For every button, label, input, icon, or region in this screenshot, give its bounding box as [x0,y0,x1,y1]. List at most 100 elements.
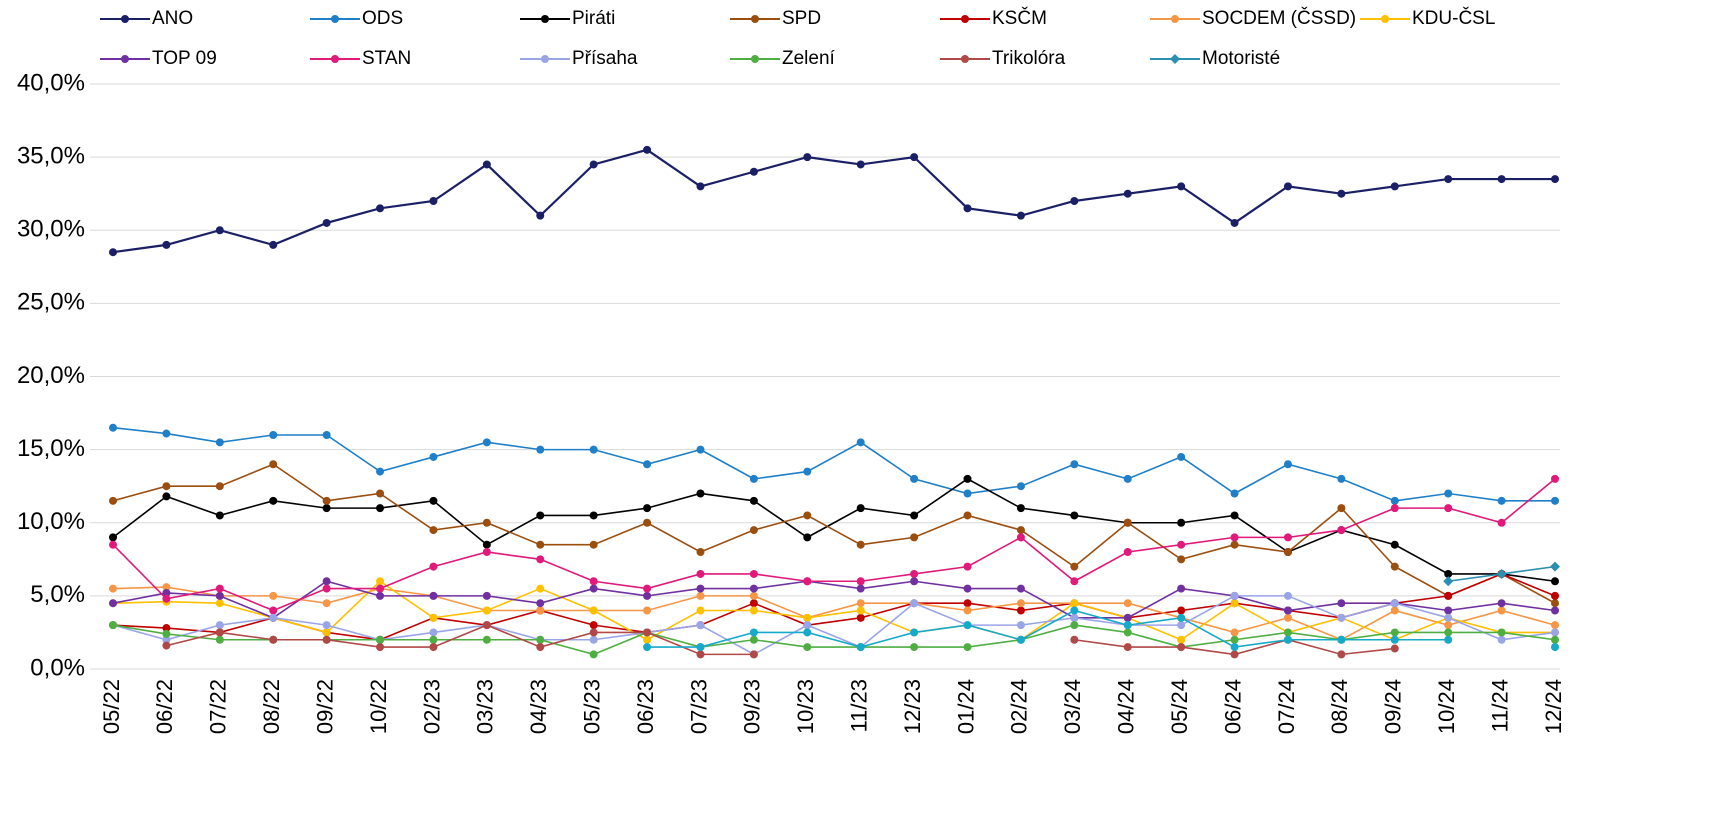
x-tick-label: 03/23 [473,679,498,734]
point [696,182,705,191]
point [269,460,278,469]
point [162,624,171,633]
series-line [112,624,1556,656]
series-line [112,463,1556,604]
point [1444,613,1453,622]
legend-marker [121,55,129,63]
point [1390,599,1399,608]
point [589,635,598,644]
point [803,621,812,630]
x-tick-label: 11/23 [847,679,872,732]
point [1551,643,1559,652]
point [1230,591,1239,600]
point [643,460,652,469]
point [910,569,919,578]
point [1016,504,1025,513]
point [1070,613,1079,622]
point [429,452,438,461]
point [1337,613,1346,622]
point [1497,628,1506,637]
point [215,621,224,630]
point [1016,635,1025,644]
point [109,584,117,593]
point [856,643,865,652]
series-line [112,478,1556,612]
legend-marker [121,15,129,23]
point [1444,569,1453,578]
point [269,431,278,439]
point [376,577,385,586]
legend-label: SPD [782,8,821,29]
point [1230,218,1239,227]
x-tick-label: 03/24 [1060,679,1085,734]
x-tick-label: 06/24 [1220,679,1245,734]
point [162,635,171,644]
legend-label: Piráti [572,8,615,29]
x-tick-label: 09/23 [740,679,765,734]
point [1016,482,1025,491]
point [910,511,919,520]
point [643,145,652,154]
point [109,533,117,542]
point [803,613,812,622]
series-line [112,477,1556,583]
point [803,467,812,476]
point [696,445,705,454]
point [749,591,758,600]
point [269,635,278,644]
legend-label: Zelení [782,48,836,69]
point [376,204,385,213]
series-line [112,148,1555,254]
legend-label: TOP 09 [152,48,217,69]
point [963,621,972,630]
point [1551,635,1559,644]
point [1444,628,1453,637]
series-line [112,586,1556,641]
point [376,591,385,600]
point [696,548,705,556]
point [1550,561,1560,572]
point [482,540,491,549]
point [1497,175,1506,184]
point [643,518,652,527]
point [749,599,758,608]
legend-marker [961,15,969,23]
point [910,643,919,652]
point [1444,591,1453,600]
legend-label: ANO [152,8,193,29]
point [1016,584,1025,593]
x-tick-label: 04/23 [526,679,551,734]
x-tick-label: 01/24 [953,679,978,734]
point [1016,606,1025,615]
legend-label: Trikolóra [992,48,1066,69]
y-tick-label: 25,0% [17,289,85,316]
point [109,621,117,630]
point [1177,621,1186,630]
point [482,591,491,600]
point [269,496,278,505]
point [1390,562,1399,571]
point [963,474,972,483]
point [1230,628,1239,637]
legend-marker [331,55,339,63]
point [1230,635,1239,644]
point [322,584,331,593]
series-line [112,595,1556,656]
point [589,160,598,169]
point [589,650,598,659]
legend-marker [961,55,969,63]
point [1230,650,1239,659]
point [1123,599,1132,608]
point [749,526,758,535]
legend-marker [1170,54,1180,64]
point [696,650,705,659]
point [1123,613,1132,622]
point [376,504,385,513]
x-tick-label: 10/24 [1434,679,1459,734]
point [215,635,224,644]
point [910,153,919,162]
point [162,240,171,249]
point [803,643,812,652]
point [589,540,598,549]
point [643,591,652,600]
